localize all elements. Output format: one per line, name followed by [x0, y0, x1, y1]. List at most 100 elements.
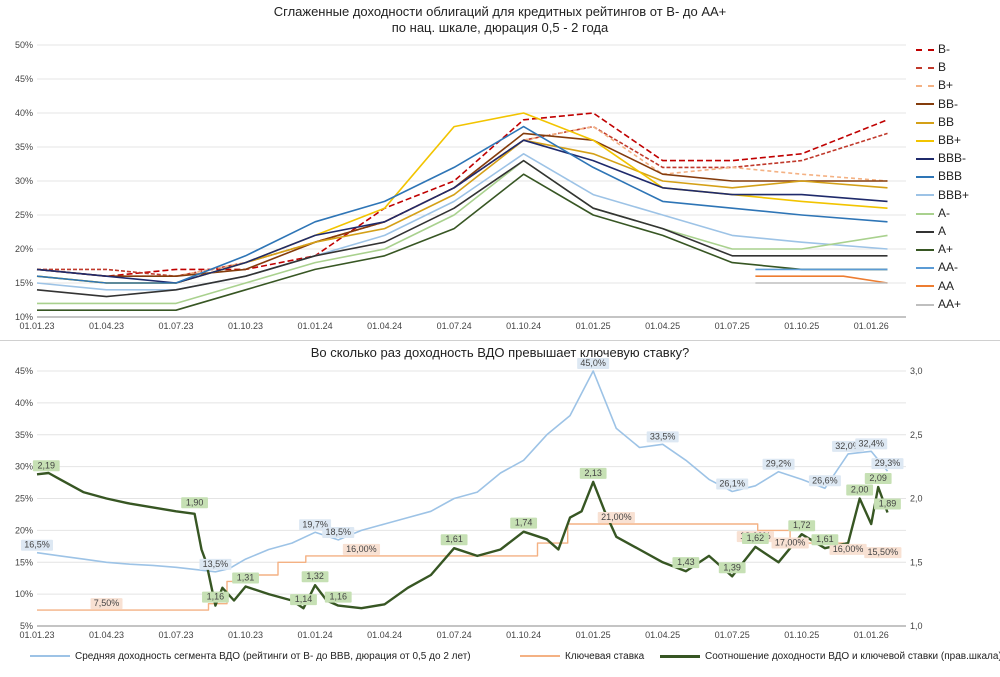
avg-data-label-bg [855, 438, 888, 450]
top-y-tick-label: 25% [15, 210, 33, 220]
avg-data-label: 19,7% [302, 519, 328, 529]
ratio-data-label-bg [440, 534, 468, 546]
legend-item: BB- [916, 95, 958, 113]
top-x-tick-label: 01.07.24 [437, 321, 472, 331]
bottom-y-right-tick-label: 2,5 [910, 430, 923, 440]
avg-data-label-bg [577, 358, 610, 369]
bottom-x-tick-label: 01.04.23 [89, 630, 124, 640]
key-data-label: 21,00% [601, 512, 632, 522]
ratio-data-label: 2,13 [584, 468, 602, 478]
ratio-data-label-bg [788, 520, 816, 532]
series-line-aa [755, 275, 888, 284]
bottom-x-tick-label: 01.01.23 [19, 630, 54, 640]
series-line-bbb [36, 125, 888, 284]
legend-swatch [916, 176, 934, 179]
ratio-data-label-bg [301, 571, 329, 583]
avg-data-label: 33,5% [650, 431, 676, 441]
avg-data-label-bg [199, 558, 232, 570]
legend-swatch [916, 67, 934, 70]
bottom-y-right-tick-label: 2,0 [910, 494, 923, 504]
avg-data-label: 32,4% [858, 438, 884, 448]
avg-data-label: 16,5% [24, 540, 50, 550]
legend-item: A [916, 222, 946, 240]
ratio-line [36, 471, 889, 610]
legend-item: BBB+ [916, 186, 969, 204]
legend-ratio-label: Соотношение доходности ВДО и ключевой ст… [705, 651, 1000, 662]
legend-key-label: Ключевая ставка [565, 651, 645, 662]
bottom-y-right-tick-label: 1,5 [910, 557, 923, 567]
key-data-label: 15,50% [868, 547, 899, 557]
legend-label: AA- [938, 260, 959, 275]
ratio-data-label-bg [32, 460, 60, 472]
series-line-aminus [37, 159, 888, 305]
avg-data-label: 32,0% [835, 441, 861, 451]
series-line-bplus [36, 125, 888, 278]
ratio-data-label: 1,74 [515, 518, 533, 528]
ratio-data-label-bg [846, 484, 874, 496]
top-y-tick-label: 50% [15, 40, 33, 50]
legend-item: BBB [916, 167, 962, 185]
bottom-y-left-tick-label: 5% [20, 621, 33, 631]
top-x-tick-label: 01.01.26 [854, 321, 889, 331]
legend-swatch [916, 267, 934, 270]
ratio-data-label: 1,61 [445, 534, 463, 544]
key-data-label-bg [829, 543, 867, 555]
ratio-data-label: 1,43 [677, 557, 695, 567]
ratio-data-label: 1,90 [186, 497, 204, 507]
legend-label: B+ [938, 78, 954, 93]
legend-swatch [916, 249, 934, 252]
top-chart-subtitle: по нац. шкале, дюрация 0,5 - 2 года [391, 20, 609, 35]
bottom-y-left-tick-label: 40% [15, 398, 33, 408]
top-y-tick-label: 35% [15, 142, 33, 152]
ratio-data-label-bg [864, 473, 892, 485]
top-x-tick-label: 01.07.25 [715, 321, 750, 331]
series-line-bbplus [36, 112, 888, 284]
ratio-data-label-bg [672, 557, 700, 569]
bottom-y-left-tick-label: 30% [15, 462, 33, 472]
ratio-data-label-bg [741, 532, 769, 544]
top-x-tick-label: 01.01.23 [19, 321, 54, 331]
legend-item: A- [916, 204, 950, 222]
ratio-data-label-bg [811, 534, 839, 546]
legend-ratio: Соотношение доходности ВДО и ключевой ст… [660, 651, 1000, 663]
legend-item: BB [916, 113, 954, 131]
key-data-label-bg [771, 537, 809, 549]
legend-swatch [916, 303, 934, 306]
top-x-tick-label: 01.10.25 [784, 321, 819, 331]
legend-ratio-swatch [660, 654, 700, 658]
bottom-x-tick-label: 01.01.25 [576, 630, 611, 640]
ratio-data-label: 2,09 [869, 473, 887, 483]
ratio-data-label-bg [290, 594, 317, 606]
ratio-data-label: 1,89 [879, 499, 897, 509]
avg-data-label: 26,1% [719, 478, 745, 488]
legend-item: B- [916, 40, 950, 58]
ratio-data-label-bg [579, 467, 607, 479]
top-x-tick-label: 01.01.24 [298, 321, 333, 331]
ratio-data-label: 1,16 [329, 592, 347, 602]
top-x-tick-label: 01.07.23 [159, 321, 194, 331]
avg-data-label-bg [646, 431, 679, 443]
top-x-tick-label: 01.04.24 [367, 321, 402, 331]
ratio-data-label: 1,62 [747, 533, 765, 543]
avg-data-label-bg [871, 458, 904, 470]
top-x-tick-label: 01.04.25 [645, 321, 680, 331]
legend-item: BB+ [916, 131, 961, 149]
ratio-data-label: 2,19 [38, 460, 56, 470]
legend-label: B [938, 60, 947, 75]
top-y-tick-label: 15% [15, 278, 33, 288]
series-line-bbminus [36, 132, 888, 278]
ratio-data-label: 1,32 [306, 571, 324, 581]
avg-data-label-bg [808, 475, 841, 487]
ratio-data-label: 1,31 [237, 572, 255, 582]
ratio-data-label: 1,61 [816, 534, 834, 544]
legend-swatch [916, 212, 934, 215]
avg-data-label: 29,2% [766, 459, 792, 469]
bottom-x-tick-label: 01.10.25 [784, 630, 819, 640]
bottom-x-tick-label: 01.10.24 [506, 630, 541, 640]
legend-label: A [938, 224, 947, 238]
legend-item: BBB- [916, 149, 966, 167]
top-x-tick-label: 01.10.24 [506, 321, 541, 331]
ratio-data-label: 1,16 [207, 592, 225, 602]
top-x-tick-label: 01.01.25 [576, 321, 611, 331]
legend-label: AA [938, 278, 955, 293]
